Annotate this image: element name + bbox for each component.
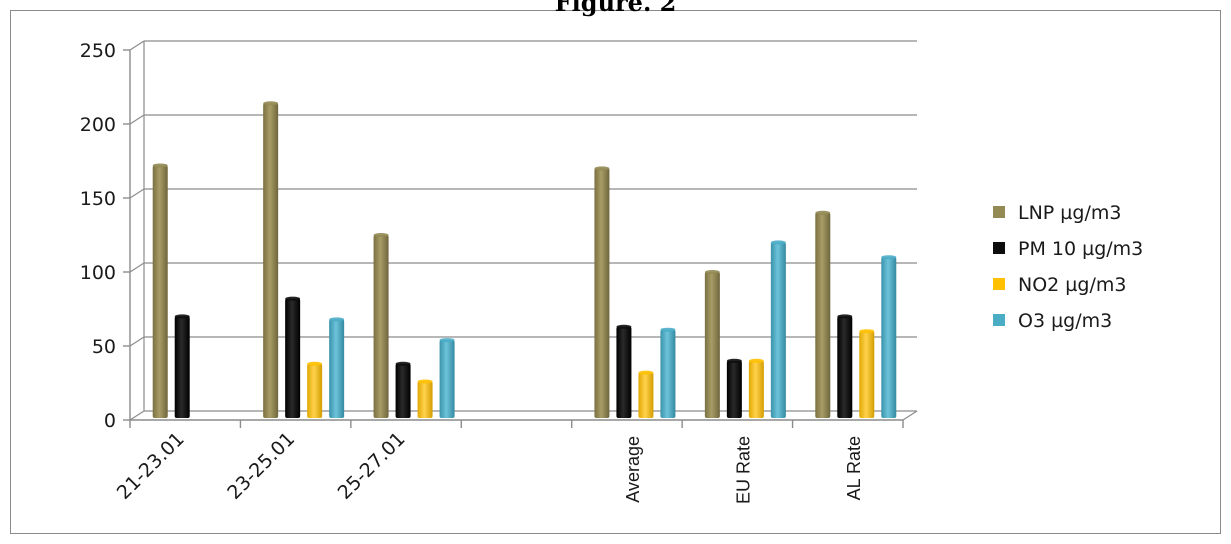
bar-o3-g-m3-25-27-01 — [439, 340, 455, 418]
floor-depth-edge — [902, 410, 918, 421]
bar-no2-g-m3-average — [638, 372, 654, 418]
bar-cap — [395, 361, 411, 366]
bar-cap — [263, 101, 279, 106]
bar-no2-g-m3-25-27-01 — [417, 381, 433, 418]
gridline-depth — [129, 40, 145, 51]
chart-frame — [10, 10, 1221, 534]
gridline-depth — [129, 114, 145, 125]
legend-swatch-lnp-g-m3 — [993, 206, 1005, 218]
bar-pm-10-g-m3-eu-rate — [726, 360, 742, 418]
bar-pm-10-g-m3-al-rate — [837, 316, 853, 418]
x-tick-label-average: Average — [623, 436, 643, 503]
bar-cap — [704, 270, 720, 274]
bar-cap — [815, 210, 831, 215]
bar-pm-10-g-m3-25-27-01 — [395, 363, 411, 418]
gridline-depth — [129, 262, 145, 273]
bar-cap — [174, 314, 190, 319]
legend-swatch-no2-g-m3 — [993, 278, 1005, 290]
bar-cap — [329, 317, 345, 322]
y-tick-label: 100 — [80, 262, 116, 284]
bar-cap — [594, 166, 610, 171]
bar-cap — [837, 314, 853, 319]
bar-cap — [152, 163, 168, 168]
bar-lnp-g-m3-average — [594, 168, 610, 418]
bar-cap — [638, 370, 654, 375]
y-tick-label: 0 — [104, 410, 116, 432]
legend: LNP µg/m3 PM 10 µg/m3 NO2 µg/m3 O3 µg/m3 — [993, 202, 1143, 332]
bar-pm-10-g-m3-average — [616, 326, 632, 418]
gridlines — [129, 40, 917, 421]
y-axis-tick-labels: 0 50 100 150 200 250 — [80, 40, 116, 432]
legend-swatch-o3-g-m3 — [993, 314, 1005, 326]
x-tick-label-al-rate: AL Rate — [844, 436, 864, 500]
bar-cap — [859, 329, 875, 334]
x-tick-label-eu-rate: EU Rate — [733, 436, 753, 504]
bar-lnp-g-m3-25-27-01 — [373, 235, 389, 418]
legend-swatch-pm-10-g-m3 — [993, 242, 1005, 254]
legend-label-no2-g-m3: NO2 µg/m3 — [1018, 274, 1126, 296]
x-axis-tick-labels: 21-23.01 23-25.01 25-27.01 Average EU Rate AL… — [113, 428, 864, 504]
bar-cap — [373, 233, 389, 237]
legend-label-lnp-g-m3: LNP µg/m3 — [1018, 202, 1121, 224]
bar-no2-g-m3-al-rate — [859, 331, 875, 418]
bar-cap — [770, 240, 786, 245]
bar-cap — [439, 338, 455, 343]
bar-cap — [660, 327, 676, 332]
y-tick-label: 50 — [92, 336, 116, 358]
bar-no2-g-m3-23-25-01 — [307, 363, 323, 418]
bar-pm-10-g-m3-23-25-01 — [285, 298, 301, 418]
bar-o3-g-m3-average — [660, 329, 676, 418]
bar-no2-g-m3-eu-rate — [748, 360, 764, 418]
figure-caption: Figure. 2 — [554, 0, 677, 17]
bar-pm-10-g-m3-21-23-01 — [174, 316, 190, 418]
legend-label-o3-g-m3: O3 µg/m3 — [1018, 310, 1112, 332]
bar-o3-g-m3-eu-rate — [770, 242, 786, 418]
bars — [152, 101, 897, 418]
bar-cap — [285, 296, 301, 301]
bar-lnp-g-m3-al-rate — [815, 212, 831, 418]
axes — [123, 41, 918, 428]
x-tick-label-21-23-01: 21-23.01 — [113, 428, 189, 504]
bar-o3-g-m3-al-rate — [881, 257, 897, 418]
bar-cap — [726, 358, 742, 363]
bar-lnp-g-m3-21-23-01 — [152, 165, 168, 418]
bar-lnp-g-m3-eu-rate — [704, 272, 720, 418]
bar-cap — [748, 358, 764, 363]
x-tick-label-23-25-01: 23-25.01 — [223, 428, 299, 504]
x-tick-label-25-27-01: 25-27.01 — [334, 428, 410, 504]
gridline-depth — [129, 410, 145, 421]
bar-o3-g-m3-23-25-01 — [329, 319, 345, 418]
bar-cap — [417, 379, 433, 384]
y-tick-label: 200 — [80, 114, 116, 136]
bar-cap — [881, 255, 897, 260]
gridline-depth — [129, 188, 145, 199]
bar-cap — [307, 361, 323, 366]
y-tick-label: 150 — [80, 188, 116, 210]
gridline-depth — [129, 336, 145, 347]
legend-label-pm-10-g-m3: PM 10 µg/m3 — [1018, 238, 1143, 260]
bar-cap — [616, 324, 632, 329]
bar-lnp-g-m3-23-25-01 — [263, 103, 279, 418]
y-tick-label: 250 — [80, 40, 116, 62]
